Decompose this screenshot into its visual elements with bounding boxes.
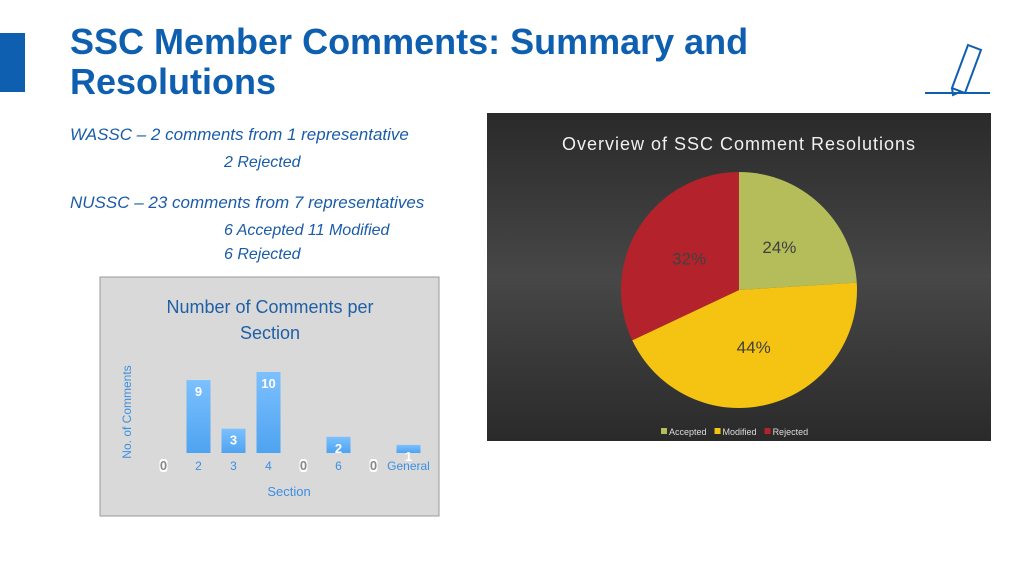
note-detail: 6 Rejected — [224, 246, 301, 263]
data-label: 0 — [160, 458, 167, 473]
bar — [326, 436, 351, 453]
data-label: 0 — [300, 458, 307, 473]
data-label: 24% — [762, 238, 796, 257]
data-label: 9 — [195, 384, 202, 399]
data-label: 1 — [405, 449, 412, 464]
bar — [396, 444, 421, 453]
accent-bar — [0, 33, 25, 92]
x-tick-label: General — [387, 459, 430, 473]
x-tick-label: 6 — [335, 459, 342, 473]
slide-title: SSC Member Comments: Summary and Resolut… — [70, 21, 749, 102]
note: WASSC – 2 comments from 1 representative — [70, 125, 409, 144]
x-tick-label: 4 — [265, 459, 272, 473]
pie-slice — [632, 282, 857, 408]
x-axis-label: Section — [267, 484, 310, 499]
legend-label: Modified — [723, 427, 757, 437]
legend-swatch — [661, 428, 667, 434]
data-label: 2 — [335, 441, 342, 456]
pie-slice — [739, 172, 857, 290]
y-axis-label: No. of Comments — [120, 365, 134, 458]
data-label: 0 — [370, 458, 377, 473]
label-box — [159, 459, 168, 472]
bar — [186, 380, 211, 453]
note-detail: 2 Rejected — [224, 154, 301, 171]
note: NUSSC – 23 comments from 7 representativ… — [70, 193, 425, 212]
legend-label: Rejected — [773, 427, 809, 437]
bar — [256, 372, 281, 453]
pencil-icon — [925, 43, 990, 97]
pie-slice — [621, 172, 739, 341]
label-box — [369, 459, 378, 472]
x-tick-label: 2 — [195, 459, 202, 473]
legend-swatch — [764, 428, 771, 434]
bar — [221, 428, 246, 453]
data-label: 10 — [261, 376, 275, 391]
legend-swatch — [714, 428, 721, 434]
legend-label: Accepted — [669, 427, 707, 437]
data-label: 44% — [737, 338, 771, 357]
label-box — [299, 459, 308, 472]
data-label: 32% — [672, 249, 706, 268]
note-detail: 6 Accepted 11 Modified — [224, 222, 390, 239]
chart-title: Overview of SSC Comment Resolutions — [562, 134, 916, 154]
chart-title: Number of Comments per Section — [166, 297, 374, 343]
data-label: 3 — [230, 433, 237, 448]
x-tick-label: 3 — [230, 459, 237, 473]
